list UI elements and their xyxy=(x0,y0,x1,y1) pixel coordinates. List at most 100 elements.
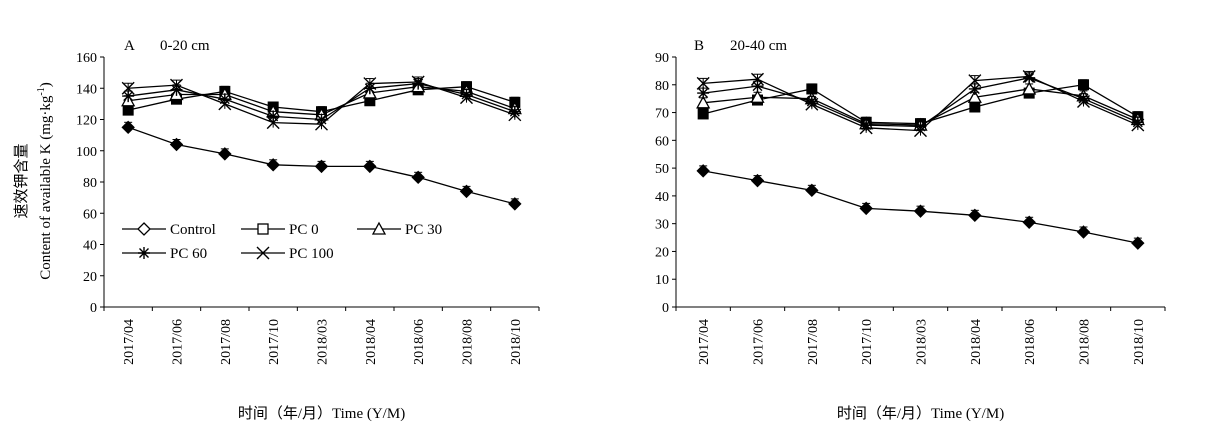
legend-label: PC 100 xyxy=(289,246,334,262)
panel-a-data-point xyxy=(266,116,280,130)
panel-b-data-point xyxy=(968,208,982,223)
panel-b-y-tick-label: 80 xyxy=(655,79,669,94)
panel-a-data-point xyxy=(122,90,135,103)
panel-b-data-point xyxy=(751,80,764,93)
panel-b-data-point xyxy=(1076,225,1091,239)
panel-a-x-tick-label: 2018/06 xyxy=(412,319,427,365)
panel-a-y-tick-label: 160 xyxy=(76,51,97,66)
panel-a-data-point xyxy=(169,137,184,152)
panel-a-data-point xyxy=(411,170,425,185)
panel-b-x-tick-label: 2018/03 xyxy=(915,319,930,365)
y-axis-label: 速效钾含量 Content of available K (mg·kg-1) xyxy=(13,82,54,279)
panel-b-data-point xyxy=(1022,215,1036,229)
panel-a-y-tick-label: 20 xyxy=(83,270,97,285)
legend-item-pc-30: PC 30 xyxy=(357,221,442,238)
y-axis-label-cn: 速效钾含量 xyxy=(13,143,30,218)
panel-a-data-point xyxy=(460,91,473,105)
panel-a-x-tick-label: 2017/04 xyxy=(122,319,137,365)
panel-a-x-tick-label: 2018/04 xyxy=(364,319,379,365)
panel-b-y-tick-label: 40 xyxy=(655,190,669,205)
legend-label: Control xyxy=(170,222,216,238)
panel-b-data-point xyxy=(805,97,819,111)
panel-a-data-point xyxy=(121,120,135,135)
panel-b-y-tick-label: 30 xyxy=(655,218,669,233)
panel-b-y-tick-label: 20 xyxy=(655,245,669,260)
panel-b-data-point xyxy=(696,76,710,90)
panel-b-data-point xyxy=(1077,94,1090,108)
panel-a-y-tick-label: 120 xyxy=(76,114,97,129)
panel-b-y-tick-label: 10 xyxy=(655,273,669,288)
panel-a-panel-title: A xyxy=(124,38,135,54)
panel-b: 0 10 20 30 40 50 60 70 80 90 2017/04 2017/06 2017/08… xyxy=(655,38,1166,422)
panel-a-y-tick-label: 140 xyxy=(76,82,97,97)
panel-a-x-tick-label: 2017/10 xyxy=(267,319,282,365)
panel-b-x-tick-label: 2018/08 xyxy=(1078,319,1093,365)
panel-b-data-point xyxy=(696,164,710,178)
panel-b-y-tick-label: 50 xyxy=(655,162,669,177)
panel-b-data-point xyxy=(969,101,981,113)
panel-b-y-tick-label: 70 xyxy=(655,107,669,122)
panel-a-x-tick-label: 2018/08 xyxy=(461,319,476,365)
panel-a-y-tick-label: 80 xyxy=(83,176,97,191)
panel-b-data-point xyxy=(968,74,982,88)
panel-a-x-tick-label: 2017/08 xyxy=(219,319,234,365)
panel-b-x-tick-label: 2018/10 xyxy=(1132,319,1147,365)
panel-a-data-point xyxy=(267,110,280,123)
panel-a-data-point xyxy=(170,78,183,92)
panel-b-data-point xyxy=(751,72,764,86)
panel-a: 0 20 40 60 80 100 120 140 160 2017/04 2017/06 2017/… xyxy=(76,38,540,422)
legend-label: PC 0 xyxy=(289,222,319,238)
panel-b-y-tick-label: 90 xyxy=(655,51,669,66)
y-axis-label-en: Content of available K (mg·kg-1) xyxy=(36,82,54,279)
panel-a-series-pc-100 xyxy=(121,75,522,131)
panel-b-data-point xyxy=(1022,81,1037,95)
panel-b-data-point xyxy=(913,204,928,218)
panel-b-x-tick-label: 2017/04 xyxy=(697,319,712,365)
panel-b-data-point xyxy=(697,108,709,120)
panel-a-x-tick-label: 2017/06 xyxy=(171,319,186,365)
panel-b-x-tick-label: 2018/06 xyxy=(1023,319,1038,365)
panel-a-data-point xyxy=(314,159,329,174)
panel-b-data-point xyxy=(859,201,873,216)
panel-b-data-point xyxy=(696,95,711,109)
panel-b-x-tick-label: 2017/06 xyxy=(752,319,767,365)
legend-marker xyxy=(371,221,387,235)
panel-a-data-point xyxy=(218,147,232,161)
panel-a-data-point xyxy=(411,75,425,89)
panel-a-data-point xyxy=(363,159,377,174)
panel-a-series-control xyxy=(121,120,522,211)
legend-marker xyxy=(257,223,269,235)
panel-a-y-tick-label: 100 xyxy=(76,145,97,160)
panel-b-data-point xyxy=(1078,79,1089,91)
panel-b-data-point xyxy=(859,121,873,135)
panel-b-series-pc-100 xyxy=(696,69,1145,138)
panel-a-data-point xyxy=(315,117,328,131)
panel-a-y-tick-label: 60 xyxy=(83,207,97,222)
panel-b-x-tick-label: 2017/10 xyxy=(860,319,875,365)
panel-b-data-point xyxy=(968,82,981,95)
legend-item-control: Control xyxy=(122,222,216,238)
legend-label: PC 30 xyxy=(405,222,442,238)
panel-b-data-point xyxy=(1022,69,1036,83)
panel-b-x-tick-label: 2017/08 xyxy=(806,319,821,365)
panel-a-y-tick-label: 0 xyxy=(90,301,97,316)
panel-b-data-point xyxy=(750,89,765,103)
panel-b-data-point xyxy=(914,124,927,138)
panel-a-depth-title: 0-20 cm xyxy=(160,38,210,54)
panel-a-x-tick-label: 2018/10 xyxy=(509,319,524,365)
panel-b-series-control xyxy=(696,164,1145,250)
panel-b-x-axis-label: 时间（年/月）Time (Y/M) xyxy=(837,405,1004,422)
panel-b-data-point xyxy=(967,89,982,103)
panel-b-data-point xyxy=(750,173,765,188)
panel-b-panel-title: B xyxy=(694,38,704,54)
panel-b-y-tick-label: 60 xyxy=(655,134,669,149)
panel-b-data-point xyxy=(697,87,710,100)
panel-a-data-point xyxy=(218,97,232,111)
panel-a-x-tick-label: 2018/03 xyxy=(316,319,331,365)
legend-marker xyxy=(256,246,270,260)
legend-item-pc-60: PC 60 xyxy=(122,246,207,262)
legend-marker xyxy=(137,222,151,236)
legend-marker xyxy=(138,247,150,259)
panel-a-data-point xyxy=(508,197,522,211)
